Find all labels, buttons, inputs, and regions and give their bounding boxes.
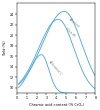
Text: Silica-Al: Silica-Al bbox=[64, 27, 76, 39]
Text: Alumina: Alumina bbox=[68, 17, 81, 28]
Text: Activated C: Activated C bbox=[47, 59, 62, 76]
X-axis label: Chromic acid content (% CrO₃): Chromic acid content (% CrO₃) bbox=[29, 103, 84, 106]
Y-axis label: Yield (%): Yield (%) bbox=[4, 41, 8, 56]
